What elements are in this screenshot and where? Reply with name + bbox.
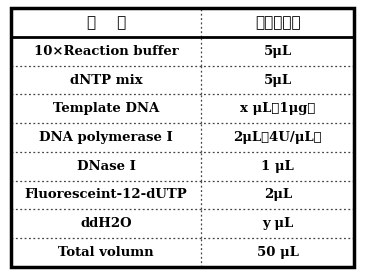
Text: DNA polymerase I: DNA polymerase I xyxy=(39,131,173,144)
Text: y μL: y μL xyxy=(262,217,293,230)
Text: DNase I: DNase I xyxy=(77,160,136,173)
Text: Total volumn: Total volumn xyxy=(58,246,154,259)
Text: dNTP mix: dNTP mix xyxy=(70,73,142,87)
Text: 5μL: 5μL xyxy=(264,45,292,58)
Text: 50 μL: 50 μL xyxy=(257,246,299,259)
Text: 1 μL: 1 μL xyxy=(261,160,294,173)
Text: Fluoresceint-12-dUTP: Fluoresceint-12-dUTP xyxy=(25,188,188,202)
Text: 10×Reaction buffer: 10×Reaction buffer xyxy=(34,45,178,58)
Text: 2μL: 2μL xyxy=(264,188,292,202)
Text: x μL（1μg）: x μL（1μg） xyxy=(240,102,315,115)
Text: 2μL（4U/μL）: 2μL（4U/μL） xyxy=(233,131,322,144)
Text: 试    剂: 试 剂 xyxy=(87,15,126,30)
Text: ddH2O: ddH2O xyxy=(80,217,132,230)
Text: Template DNA: Template DNA xyxy=(53,102,159,115)
Text: 5μL: 5μL xyxy=(264,73,292,87)
Text: 体积或用量: 体积或用量 xyxy=(255,15,300,30)
